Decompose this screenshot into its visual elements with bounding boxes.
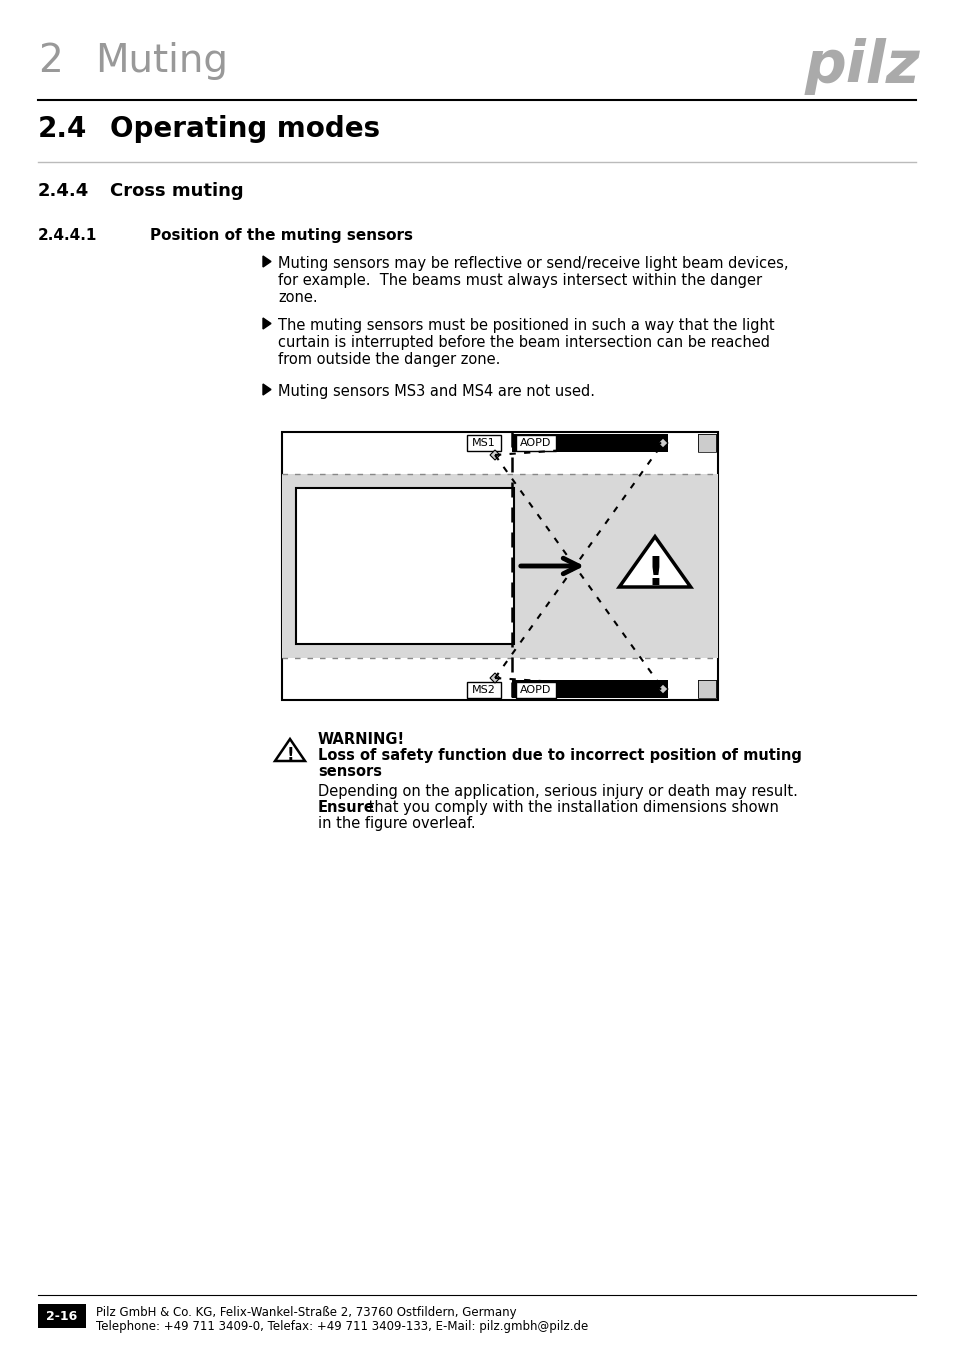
- Bar: [516, 682, 556, 698]
- Text: Ensure: Ensure: [317, 801, 375, 815]
- Text: The muting sensors must be positioned in such a way that the light: The muting sensors must be positioned in…: [277, 319, 774, 333]
- Text: 2.4: 2.4: [38, 115, 88, 143]
- Bar: [516, 435, 556, 451]
- Text: pilz: pilz: [803, 38, 919, 95]
- Text: 2-16: 2-16: [47, 1310, 77, 1323]
- Text: MS1: MS1: [472, 437, 496, 448]
- Bar: [467, 682, 500, 698]
- Text: Position of the muting sensors: Position of the muting sensors: [150, 228, 413, 243]
- Text: that you comply with the installation dimensions shown: that you comply with the installation di…: [364, 801, 778, 815]
- Bar: [698, 680, 716, 698]
- Text: in the figure overleaf.: in the figure overleaf.: [317, 815, 476, 832]
- Text: MS2: MS2: [472, 684, 496, 695]
- Bar: [282, 474, 718, 657]
- Text: 2.4.4.1: 2.4.4.1: [38, 228, 97, 243]
- Polygon shape: [274, 738, 305, 761]
- Polygon shape: [658, 437, 667, 448]
- Polygon shape: [490, 674, 499, 683]
- Text: AOPD: AOPD: [519, 437, 551, 448]
- Polygon shape: [658, 684, 667, 694]
- Bar: [667, 433, 698, 452]
- Text: Muting sensors may be reflective or send/receive light beam devices,: Muting sensors may be reflective or send…: [277, 256, 788, 271]
- Text: 2.4.4: 2.4.4: [38, 182, 90, 200]
- Bar: [667, 680, 698, 698]
- Polygon shape: [618, 536, 690, 587]
- Text: 2: 2: [38, 42, 63, 80]
- Text: Muting sensors MS3 and MS4 are not used.: Muting sensors MS3 and MS4 are not used.: [277, 383, 595, 400]
- Text: !: !: [645, 555, 663, 594]
- Text: Pilz GmbH & Co. KG, Felix-Wankel-Straße 2, 73760 Ostfildern, Germany: Pilz GmbH & Co. KG, Felix-Wankel-Straße …: [96, 1305, 517, 1319]
- Text: Muting: Muting: [95, 42, 228, 80]
- Polygon shape: [263, 383, 271, 396]
- Text: Loss of safety function due to incorrect position of muting: Loss of safety function due to incorrect…: [317, 748, 801, 763]
- Text: zone.: zone.: [277, 290, 317, 305]
- Bar: [295, 487, 514, 644]
- Polygon shape: [263, 256, 271, 267]
- Bar: [512, 433, 718, 452]
- Text: from outside the danger zone.: from outside the danger zone.: [277, 352, 500, 367]
- Polygon shape: [490, 450, 499, 460]
- Text: curtain is interrupted before the beam intersection can be reached: curtain is interrupted before the beam i…: [277, 335, 769, 350]
- Polygon shape: [263, 319, 271, 329]
- Bar: [38, 1304, 86, 1328]
- Text: !: !: [286, 747, 294, 764]
- Text: sensors: sensors: [317, 764, 381, 779]
- Bar: [467, 435, 500, 451]
- Text: Operating modes: Operating modes: [110, 115, 379, 143]
- Text: Telephone: +49 711 3409-0, Telefax: +49 711 3409-133, E-Mail: pilz.gmbh@pilz.de: Telephone: +49 711 3409-0, Telefax: +49 …: [96, 1320, 588, 1332]
- Text: Depending on the application, serious injury or death may result.: Depending on the application, serious in…: [317, 784, 797, 799]
- Bar: [282, 432, 718, 701]
- Text: Cross muting: Cross muting: [110, 182, 243, 200]
- Text: for example.  The beams must always intersect within the danger: for example. The beams must always inter…: [277, 273, 761, 288]
- Text: WARNING!: WARNING!: [317, 732, 405, 747]
- Text: AOPD: AOPD: [519, 684, 551, 695]
- Bar: [512, 680, 718, 698]
- Bar: [698, 433, 716, 452]
